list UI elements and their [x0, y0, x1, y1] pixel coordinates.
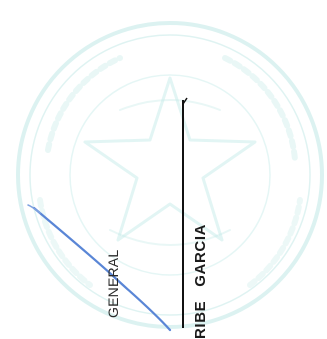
signature-stroke [32, 206, 172, 332]
name-part-2: GARCIA [192, 223, 209, 287]
rank-label: GENERAL [105, 249, 121, 318]
officer-name: RIBE GARCIA [192, 223, 209, 339]
name-part-1: RIBE [192, 300, 209, 339]
